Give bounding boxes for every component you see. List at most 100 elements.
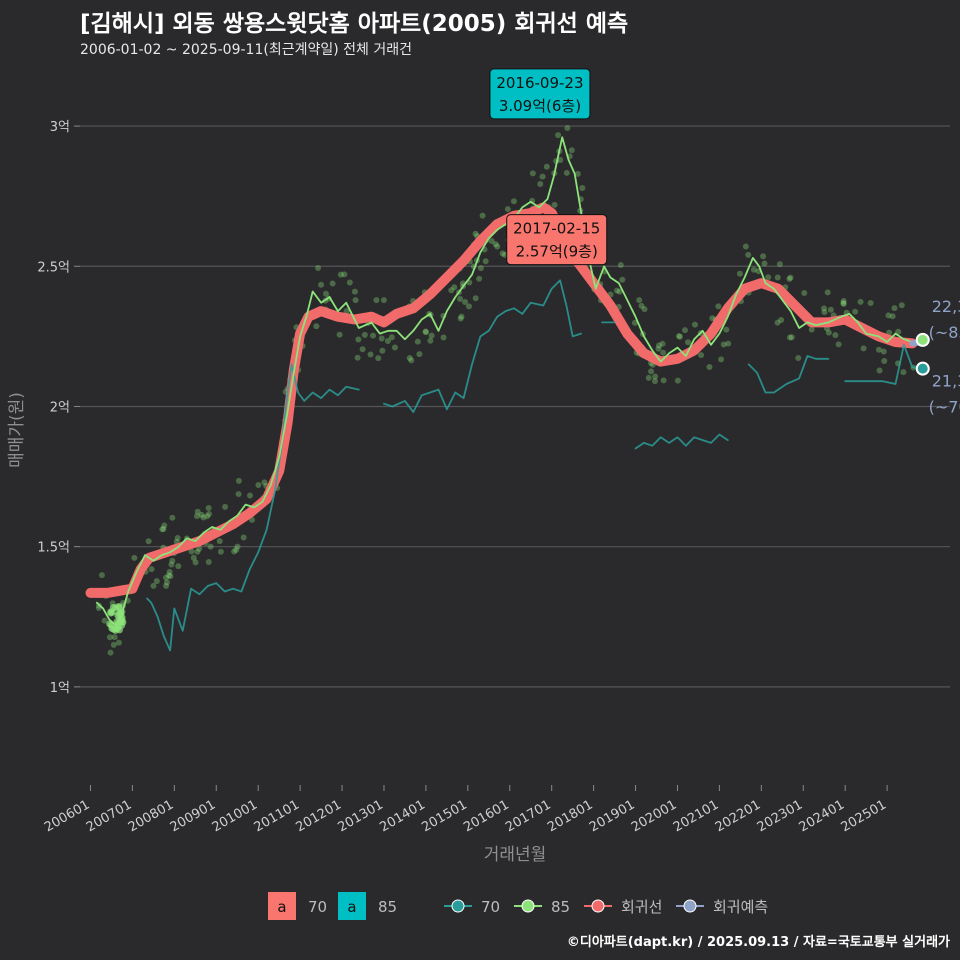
scatter-dot-227 bbox=[786, 334, 793, 341]
scatter-dot-145 bbox=[167, 573, 174, 580]
annotation-box-1 bbox=[506, 214, 608, 266]
scatter-dot-276 bbox=[786, 275, 793, 282]
scatter-dot-208 bbox=[448, 287, 455, 294]
scatter-dot-23 bbox=[482, 258, 489, 265]
scatter-dot-154 bbox=[765, 274, 772, 281]
scatter-dot-268 bbox=[217, 548, 224, 555]
end-point-70 bbox=[915, 361, 930, 376]
scatter-dot-159 bbox=[563, 169, 570, 176]
scatter-dot-114 bbox=[367, 351, 374, 358]
scatter-dot-216 bbox=[235, 491, 242, 498]
scatter-dot-52 bbox=[115, 639, 122, 646]
scatter-dot-258 bbox=[557, 156, 564, 163]
scatter-dot-213 bbox=[840, 300, 847, 307]
x-tick-label-17: 202301 bbox=[755, 797, 805, 835]
scatter-dot-309 bbox=[723, 326, 730, 333]
scatter-dot-5 bbox=[329, 280, 336, 287]
scatter-dot-211 bbox=[860, 345, 867, 352]
scatter-dot-171 bbox=[564, 125, 571, 132]
source-caption: ©디아파트(dapt.kr) / 2025.09.13 / 자료=국토교통부 실… bbox=[566, 935, 950, 950]
legend-fill-key-0 bbox=[268, 892, 296, 920]
annotations: 2016-09-23 3.09억(6층) 2017-02-15 2.57억(9층) bbox=[489, 68, 608, 266]
scatter-dot-106 bbox=[346, 279, 353, 286]
scatter-dot-119 bbox=[416, 351, 423, 358]
scatter-dot-92 bbox=[631, 319, 638, 326]
legend-line-label-0: 70 bbox=[481, 898, 500, 916]
scatter-dot-26 bbox=[207, 543, 214, 550]
scatter-dot-8 bbox=[648, 368, 655, 375]
scatter-dot-293 bbox=[313, 323, 320, 330]
series-line-회귀선 bbox=[85, 202, 918, 598]
scatter-dot-233 bbox=[107, 649, 114, 656]
scatter-dot-251 bbox=[351, 288, 358, 295]
scatter-dot-253 bbox=[355, 336, 362, 343]
x-tick-labels: 2006012007012008012009012010012011012012… bbox=[42, 785, 889, 835]
y-tick-label-4: 3억 bbox=[50, 120, 70, 135]
scatter-dot-345 bbox=[107, 608, 115, 616]
scatter-dot-121 bbox=[795, 355, 802, 362]
scatter-dot-51 bbox=[832, 332, 839, 339]
scatter-dot-84 bbox=[472, 230, 479, 237]
scatter-dot-240 bbox=[875, 346, 882, 353]
scatter-dot-182 bbox=[529, 170, 536, 177]
annotation-value-1: 2.57억(9층) bbox=[516, 243, 598, 261]
scatter-dot-109 bbox=[378, 335, 385, 342]
scatter-dot-156 bbox=[476, 275, 483, 282]
scatter-dot-179 bbox=[196, 545, 203, 552]
scatter-dot-30 bbox=[880, 348, 887, 355]
scatter-dot-228 bbox=[205, 559, 212, 566]
legend-line-dot-1 bbox=[521, 899, 535, 913]
x-tick-label-9: 201501 bbox=[419, 797, 469, 835]
x-tick-label-1: 200701 bbox=[84, 797, 134, 835]
scatter-dot-296 bbox=[175, 563, 182, 570]
legend-fill-label-1: 85 bbox=[378, 898, 397, 916]
scatter-dot-257 bbox=[555, 132, 562, 139]
legend-fill-glyph-1: a bbox=[347, 898, 356, 916]
scatter-dot-299 bbox=[760, 253, 767, 260]
scatter-dot-212 bbox=[343, 308, 350, 315]
scatter-dot-139 bbox=[370, 332, 377, 339]
scatter-dot-147 bbox=[715, 303, 722, 310]
scatter-dot-190 bbox=[827, 306, 834, 313]
scatter-dot-13 bbox=[881, 357, 888, 364]
legend-line-dot-0 bbox=[451, 899, 465, 913]
scatter-dot-118 bbox=[428, 332, 435, 339]
scatter-dot-165 bbox=[168, 561, 175, 568]
chart-title: [김해시] 외동 쌍용스윗닷홈 아파트(2005) 회귀선 예측 bbox=[80, 11, 629, 37]
x-tick-label-16: 202201 bbox=[713, 797, 763, 835]
scatter-dot-169 bbox=[787, 274, 794, 281]
scatter-dot-239 bbox=[675, 333, 682, 340]
scatter-dot-167 bbox=[885, 312, 892, 319]
scatter-dot-311 bbox=[192, 559, 199, 566]
scatter-dot-90 bbox=[457, 315, 464, 322]
scatter-dot-266 bbox=[391, 344, 398, 351]
scatter-dot-131 bbox=[579, 185, 586, 192]
scatter-dot-59 bbox=[788, 334, 795, 341]
scatter-dot-104 bbox=[246, 492, 253, 499]
scatter-dot-108 bbox=[778, 317, 785, 324]
scatter-dot-157 bbox=[492, 241, 499, 248]
scatter-dot-289 bbox=[691, 321, 698, 328]
scatter-dot-112 bbox=[494, 243, 501, 250]
legend-line-dot-2 bbox=[591, 899, 605, 913]
scatter-dot-184 bbox=[163, 574, 170, 581]
scatter-dot-220 bbox=[408, 357, 415, 364]
scatter-dot-310 bbox=[336, 331, 343, 338]
scatter-dot-97 bbox=[479, 212, 486, 219]
scatter-dot-284 bbox=[681, 327, 688, 334]
y-tick-label-2: 2억 bbox=[50, 400, 70, 415]
legend-line-label-3: 회귀예측 bbox=[713, 898, 768, 916]
x-tick-label-7: 201301 bbox=[335, 797, 385, 835]
scatter-dot-68 bbox=[488, 238, 495, 245]
scatter-dot-330 bbox=[115, 604, 123, 612]
scatter-dot-283 bbox=[255, 482, 262, 489]
scatter-dot-210 bbox=[889, 313, 896, 320]
legend: a 70 a 85 70 85 회귀선 회귀예측 bbox=[268, 892, 768, 920]
scatter-dot-130 bbox=[206, 511, 213, 518]
x-tick-label-3: 200901 bbox=[168, 797, 218, 835]
scatter-dot-166 bbox=[451, 284, 458, 291]
scatter-dot-45 bbox=[101, 617, 108, 624]
scatter-dot-287 bbox=[840, 297, 847, 304]
legend-line-label-2: 회귀선 bbox=[621, 898, 662, 916]
